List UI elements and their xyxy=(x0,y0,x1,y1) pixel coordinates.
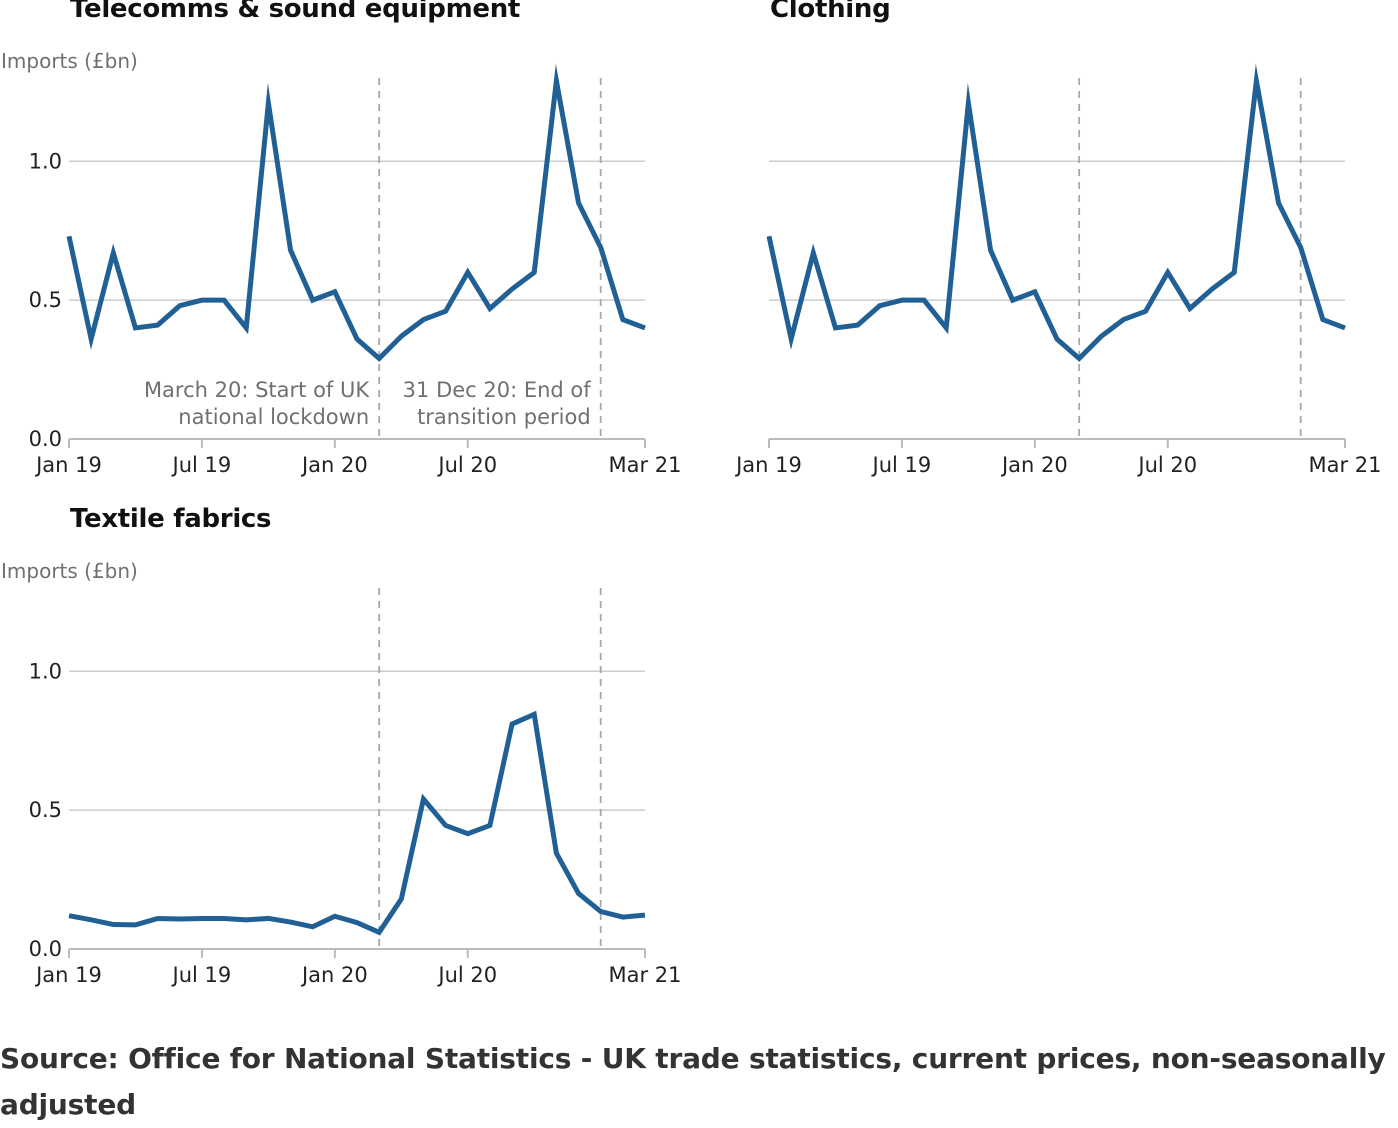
x-tick-label: Mar 21 xyxy=(608,963,681,987)
x-tick-label: Mar 21 xyxy=(608,453,681,477)
x-tick-label: Jul 19 xyxy=(171,453,232,477)
x-tick-label: Jan 20 xyxy=(300,963,368,987)
y-tick-label: 0.5 xyxy=(29,798,62,822)
y-axis-label: Imports (£bn) xyxy=(1,49,138,73)
series-line xyxy=(66,63,646,362)
y-tick-label: 1.0 xyxy=(29,149,62,173)
x-tick-label: Mar 21 xyxy=(1308,453,1381,477)
x-tick-label: Jul 20 xyxy=(1136,453,1197,477)
y-tick-label: 0.0 xyxy=(29,427,62,451)
chart-title: Clothing xyxy=(770,0,891,24)
x-tick-label: Jan 19 xyxy=(34,453,102,477)
series-line xyxy=(766,63,1346,362)
chart-panel-telecomms: Telecomms & sound equipment Imports (£bn… xyxy=(0,0,690,500)
chart-title: Telecomms & sound equipment xyxy=(70,0,521,24)
x-tick-label: Jul 19 xyxy=(871,453,932,477)
y-tick-label: 1.0 xyxy=(29,659,62,683)
chart-title: Textile fabrics xyxy=(70,504,272,534)
source-note: Source: Office for National Statistics -… xyxy=(0,1042,1386,1121)
line-chart: Imports (£bn) 0.0 0.5 1.0 Jan 19 Jul 19 Jan 20… xyxy=(1,559,682,987)
chart-panel-clothing: Clothing Jan 19 Jul 19 Jan 20 Jul 20 Mar 21 xyxy=(700,0,1390,500)
x-tick-label: Jan 19 xyxy=(734,453,802,477)
x-tick-label: Jul 19 xyxy=(171,963,232,987)
x-tick-label: Jan 19 xyxy=(34,963,102,987)
y-tick-label: 0.5 xyxy=(29,288,62,312)
y-tick-label: 0.0 xyxy=(29,937,62,961)
annotation-text: 31 Dec 20: End of xyxy=(403,378,592,402)
y-axis-label: Imports (£bn) xyxy=(1,559,138,583)
annotation-text: national lockdown xyxy=(178,405,369,429)
annotation-text: March 20: Start of UK xyxy=(144,378,370,402)
line-chart: Jan 19 Jul 19 Jan 20 Jul 20 Mar 21 xyxy=(734,63,1382,477)
x-tick-label: Jul 20 xyxy=(436,963,497,987)
chart-panel-textile-fabrics: Textile fabrics Imports (£bn) 0.0 0.5 1.0 Ja… xyxy=(0,504,690,1010)
annotation-text: transition period xyxy=(417,405,591,429)
x-tick-label: Jan 20 xyxy=(300,453,368,477)
line-chart: Imports (£bn) 0.0 0.5 1.0 Jan 19 Jul 19 Jan 20… xyxy=(1,49,682,477)
x-tick-label: Jan 20 xyxy=(1000,453,1068,477)
x-tick-label: Jul 20 xyxy=(436,453,497,477)
series-line xyxy=(68,710,646,936)
